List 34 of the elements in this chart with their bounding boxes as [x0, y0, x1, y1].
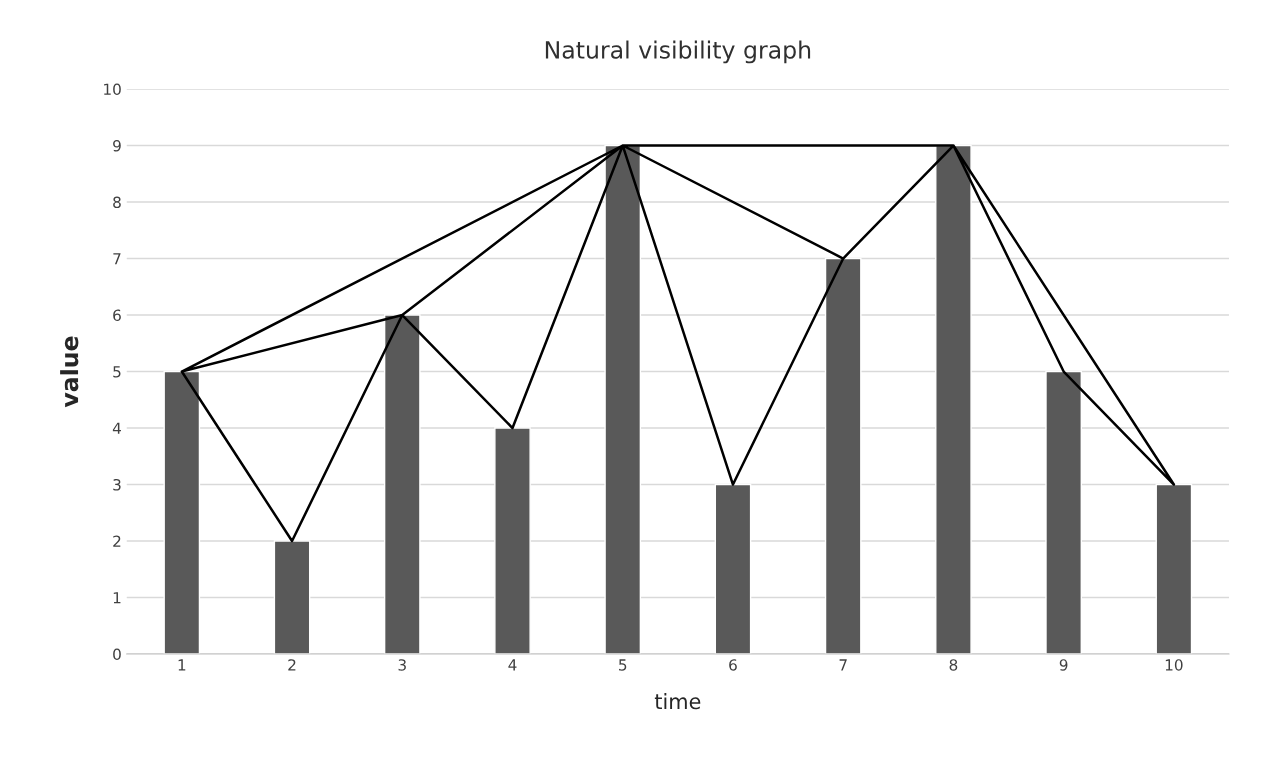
bar	[273, 540, 311, 655]
bar	[383, 314, 421, 655]
x-axis-title: time	[654, 693, 701, 710]
y-tick-label: 10	[104, 83, 121, 96]
y-tick-label: 8	[113, 196, 121, 209]
x-tick-label: 3	[398, 659, 406, 671]
y-tick-label: 4	[112, 422, 121, 434]
bar	[604, 144, 642, 655]
x-tick-label: 9	[1059, 659, 1068, 671]
chart-title: Natural visibility graph	[545, 40, 811, 64]
x-tick-label: 10	[1165, 659, 1183, 671]
y-tick-label: 3	[113, 478, 121, 491]
bar	[1155, 483, 1193, 655]
bar	[494, 427, 531, 655]
y-tick-label: 5	[113, 366, 121, 378]
y-tick-label: 6	[113, 309, 121, 322]
x-tick-label: 6	[729, 659, 737, 671]
bar	[1045, 370, 1082, 655]
x-tick-label: 1	[178, 659, 186, 671]
x-tick-label: 4	[508, 659, 517, 671]
x-tick-label: 5	[619, 659, 627, 671]
y-tick-label: 7	[113, 253, 121, 265]
y-axis-title: value	[60, 336, 79, 408]
y-tick-label: 9	[113, 139, 121, 152]
bar	[163, 370, 201, 655]
bar	[714, 483, 752, 655]
x-tick-label: 7	[839, 659, 847, 671]
y-tick-label: 0	[113, 648, 121, 661]
x-tick-label: 8	[949, 659, 958, 671]
y-tick-label: 2	[113, 535, 121, 547]
x-tick-label: 2	[288, 659, 296, 671]
bar	[824, 257, 862, 655]
bar	[935, 144, 972, 655]
y-tick-label: 1	[113, 592, 121, 604]
